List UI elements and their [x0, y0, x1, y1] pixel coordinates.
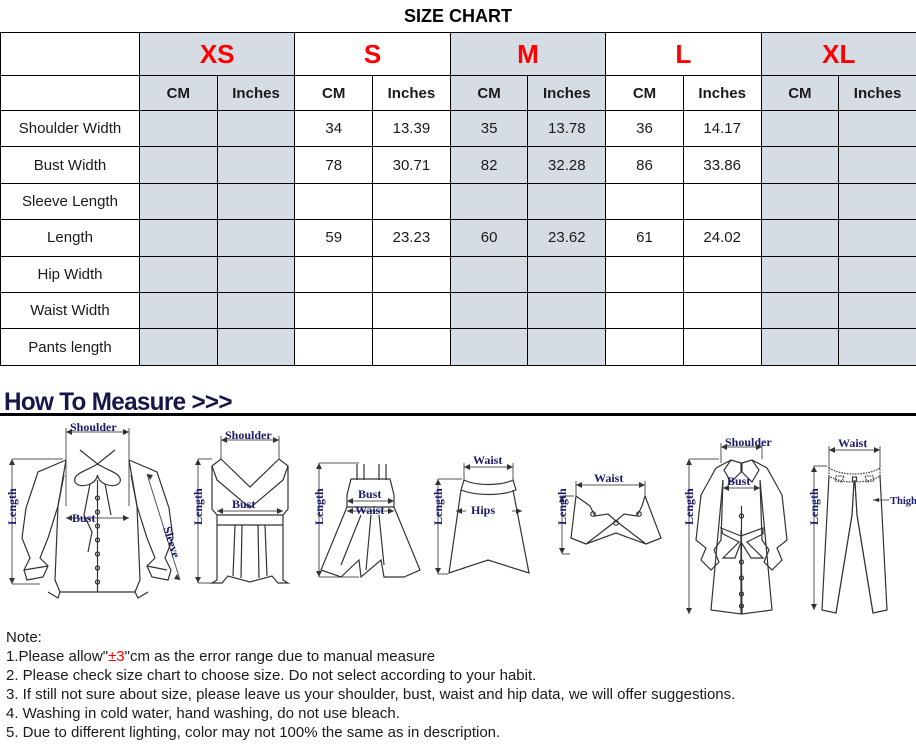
svg-text:Bust: Bust	[727, 474, 750, 488]
svg-text:Bust: Bust	[232, 497, 255, 511]
svg-text:Shoulder: Shoulder	[70, 420, 117, 434]
svg-text:Waist: Waist	[355, 503, 384, 517]
svg-text:Hips: Hips	[471, 503, 495, 517]
svg-text:Length: Length	[431, 488, 445, 525]
svg-text:Bust: Bust	[72, 511, 95, 525]
svg-text:Waist: Waist	[838, 436, 867, 450]
svg-text:Length: Length	[682, 488, 696, 525]
svg-text:Waist: Waist	[473, 453, 502, 467]
svg-text:Length: Length	[5, 488, 19, 525]
svg-text:Shoulder: Shoulder	[725, 435, 772, 449]
svg-text:Length: Length	[191, 488, 205, 525]
svg-text:Length: Length	[807, 488, 821, 525]
svg-text:Sleeve: Sleeve	[160, 525, 183, 560]
svg-text:Length: Length	[555, 488, 569, 525]
svg-text:Thigh: Thigh	[890, 496, 916, 507]
svg-text:Bust: Bust	[358, 487, 381, 501]
svg-text:Waist: Waist	[594, 471, 623, 485]
svg-text:Length: Length	[312, 488, 326, 525]
svg-text:Shoulder: Shoulder	[225, 428, 272, 442]
